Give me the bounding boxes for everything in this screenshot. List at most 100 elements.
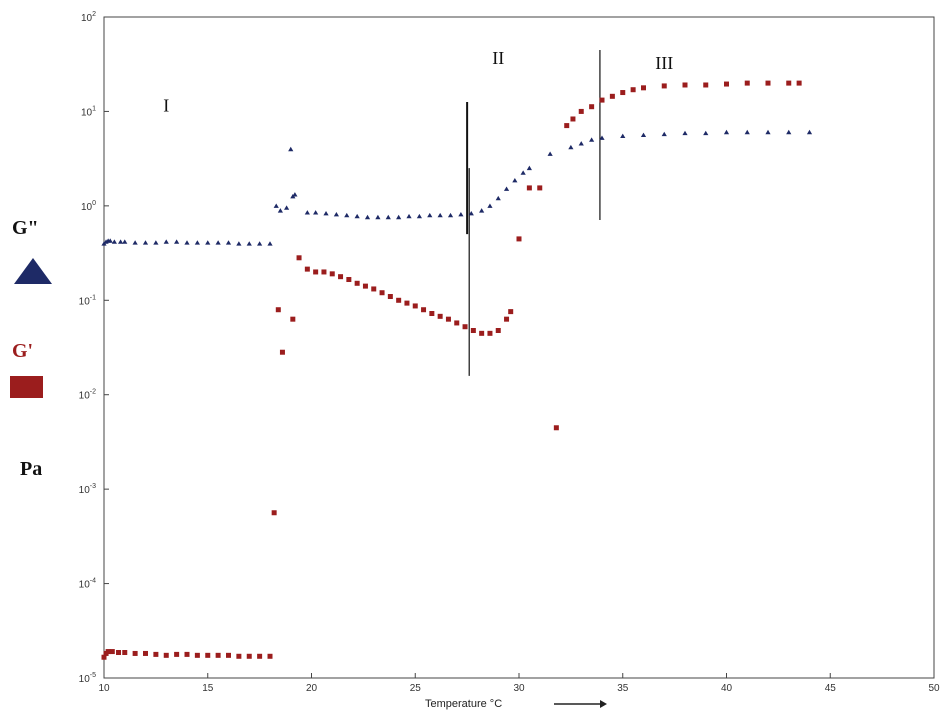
g-prime-point — [321, 269, 327, 275]
g-double-prime-point — [142, 240, 149, 245]
region-labels: III III — [163, 48, 673, 115]
triangle-icon — [14, 258, 52, 284]
g-double-prime-point — [313, 210, 319, 215]
g-prime-point — [796, 80, 802, 86]
g-prime-point — [194, 652, 200, 658]
g-double-prime-point — [661, 131, 667, 137]
g-prime-point — [101, 654, 107, 660]
g-prime-point — [313, 269, 319, 275]
g-prime-point — [246, 653, 252, 659]
g-double-prime-point — [107, 238, 113, 243]
g-prime-point — [184, 651, 190, 657]
g-prime-point — [599, 97, 605, 103]
region-label: III — [655, 53, 673, 73]
x-tick-label: 10 — [98, 683, 110, 694]
square-icon — [10, 376, 43, 398]
g-prime-point — [429, 311, 435, 317]
g-double-prime-point — [568, 144, 574, 150]
region-label: I — [163, 95, 169, 115]
g-double-prime-point — [174, 239, 180, 244]
g-double-prime-point — [682, 130, 688, 136]
g-prime-point — [479, 330, 485, 336]
g-prime-point — [609, 93, 615, 99]
y-tick-label: 10-4 — [79, 578, 96, 591]
g-prime-point — [537, 185, 543, 191]
g-prime-point — [661, 83, 667, 89]
g-double-prime-point — [205, 240, 211, 245]
x-tick-label: 20 — [306, 683, 318, 694]
g-prime-point — [236, 653, 242, 659]
g-double-prime-label: G" — [12, 217, 39, 239]
x-tick-label: 15 — [202, 683, 214, 694]
g-prime-point — [304, 266, 310, 272]
g-double-prime-point — [277, 208, 283, 213]
g-double-prime-point — [640, 132, 647, 138]
x-tick-label: 40 — [721, 683, 733, 694]
g-prime-point — [122, 650, 128, 656]
y-tick-label: 101 — [81, 105, 96, 118]
g-double-prime-point — [354, 213, 360, 219]
g-double-prime-point — [526, 165, 532, 171]
g-prime-point — [116, 650, 122, 656]
plot-frame — [103, 16, 935, 679]
g-prime-point — [630, 87, 636, 93]
g-double-prime-point — [292, 192, 298, 197]
g-prime-point — [744, 80, 750, 86]
g-prime-point — [578, 108, 584, 114]
g-double-prime-point — [225, 240, 232, 245]
g-double-prime-point — [375, 214, 381, 220]
g-double-prime-point — [806, 129, 813, 135]
g-double-prime-point — [215, 240, 221, 245]
y-tick-label: 10-2 — [79, 389, 96, 402]
g-prime-point — [454, 320, 460, 326]
y-tick-label: 100 — [81, 200, 96, 213]
g-double-prime-point — [520, 170, 526, 175]
g-prime-point — [487, 330, 493, 336]
g-prime-point — [412, 303, 418, 309]
g-double-prime-point — [503, 186, 510, 191]
g-double-prime-point — [723, 129, 730, 135]
g-prime-point — [257, 653, 263, 659]
g-double-prime-point — [304, 210, 310, 215]
g-prime-point — [589, 104, 595, 110]
g-double-prime-point — [786, 129, 792, 135]
g-double-prime-point — [447, 212, 454, 218]
g-double-prime-point — [468, 211, 474, 216]
g-double-prime-point — [765, 129, 771, 135]
series-markers — [101, 80, 813, 660]
g-prime-point — [105, 649, 111, 655]
g-prime-label: G' — [12, 340, 34, 362]
g-double-prime-point — [703, 130, 709, 136]
plot-border — [103, 16, 935, 679]
g-prime-point — [371, 286, 377, 292]
g-double-prime-point — [163, 239, 169, 244]
g-double-prime-point — [344, 212, 350, 218]
g-prime-point — [267, 653, 273, 659]
g-double-prime-point — [118, 239, 124, 244]
g-double-prime-point — [257, 241, 263, 246]
g-double-prime-point — [589, 137, 595, 142]
g-prime-point — [354, 280, 360, 286]
g-prime-point — [516, 236, 522, 242]
g-prime-point — [404, 300, 410, 306]
g-double-prime-point — [333, 211, 339, 217]
g-prime-point — [346, 277, 352, 283]
g-double-prime-point — [427, 212, 433, 218]
g-double-prime-point — [184, 240, 190, 245]
g-double-prime-point — [495, 195, 501, 201]
g-prime-point — [445, 316, 451, 322]
x-tick-label: 45 — [825, 683, 837, 694]
g-double-prime-point — [547, 151, 553, 156]
x-tick-label: 25 — [410, 683, 422, 694]
g-prime-point — [553, 425, 559, 431]
g-prime-point — [226, 652, 231, 658]
g-prime-point — [504, 316, 510, 322]
g-double-prime-point — [416, 213, 422, 219]
g-prime-point — [329, 271, 335, 277]
g-prime-point — [296, 255, 302, 261]
g-prime-point — [396, 297, 402, 303]
g-prime-point — [703, 82, 709, 88]
y-tick-label: 10-1 — [79, 294, 96, 307]
axis-ticks: 10 15 20 25 30 35 40 45 50 102 101 100 10-1 10-2 10-3 1… — [79, 11, 940, 694]
g-prime-point — [495, 328, 501, 334]
